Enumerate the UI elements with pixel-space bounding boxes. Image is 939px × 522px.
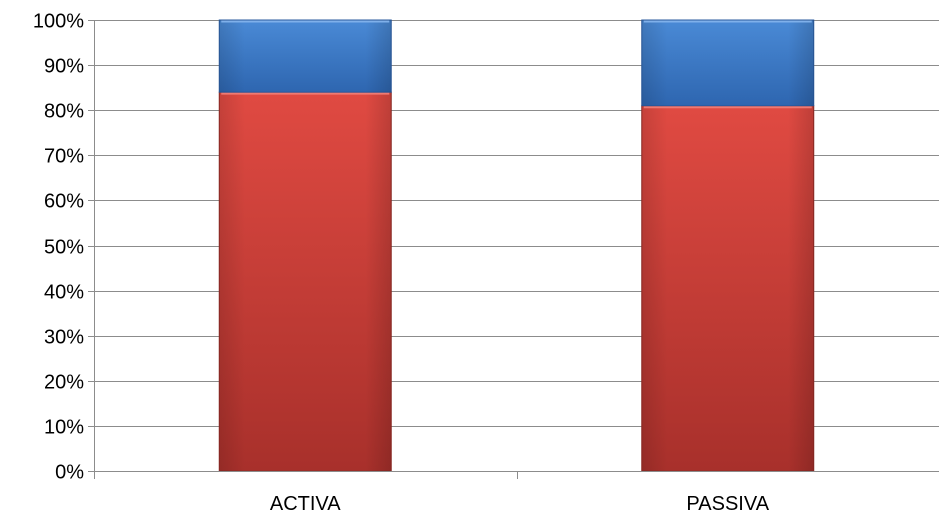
y-tick-label: 70%: [44, 146, 84, 168]
x-category-label: PASSIVA: [686, 493, 769, 515]
y-tick-label: 90%: [44, 56, 84, 78]
bar-segment-shade: [641, 20, 814, 106]
y-tick-label: 10%: [44, 417, 84, 439]
y-tick-label: 50%: [44, 237, 84, 259]
y-tick-label: 80%: [44, 101, 84, 123]
y-tick-label: 40%: [44, 282, 84, 304]
bar-segment-shade: [641, 105, 814, 471]
y-tick-label: 30%: [44, 327, 84, 349]
y-tick-label: 60%: [44, 191, 84, 213]
y-tick-label: 0%: [55, 462, 84, 484]
bar-segment-shade: [219, 20, 392, 93]
y-tick-label: 20%: [44, 372, 84, 394]
labels: 0% 10% 20% 30% 40% 50% 60% 70% 80% 90% 100% ACTIVA P…: [33, 11, 770, 516]
y-tick-label: 100%: [33, 11, 84, 33]
bars: [218, 19, 815, 472]
x-category-label: ACTIVA: [270, 493, 341, 515]
bar-segment-shade: [219, 92, 392, 471]
axes: [88, 20, 939, 479]
